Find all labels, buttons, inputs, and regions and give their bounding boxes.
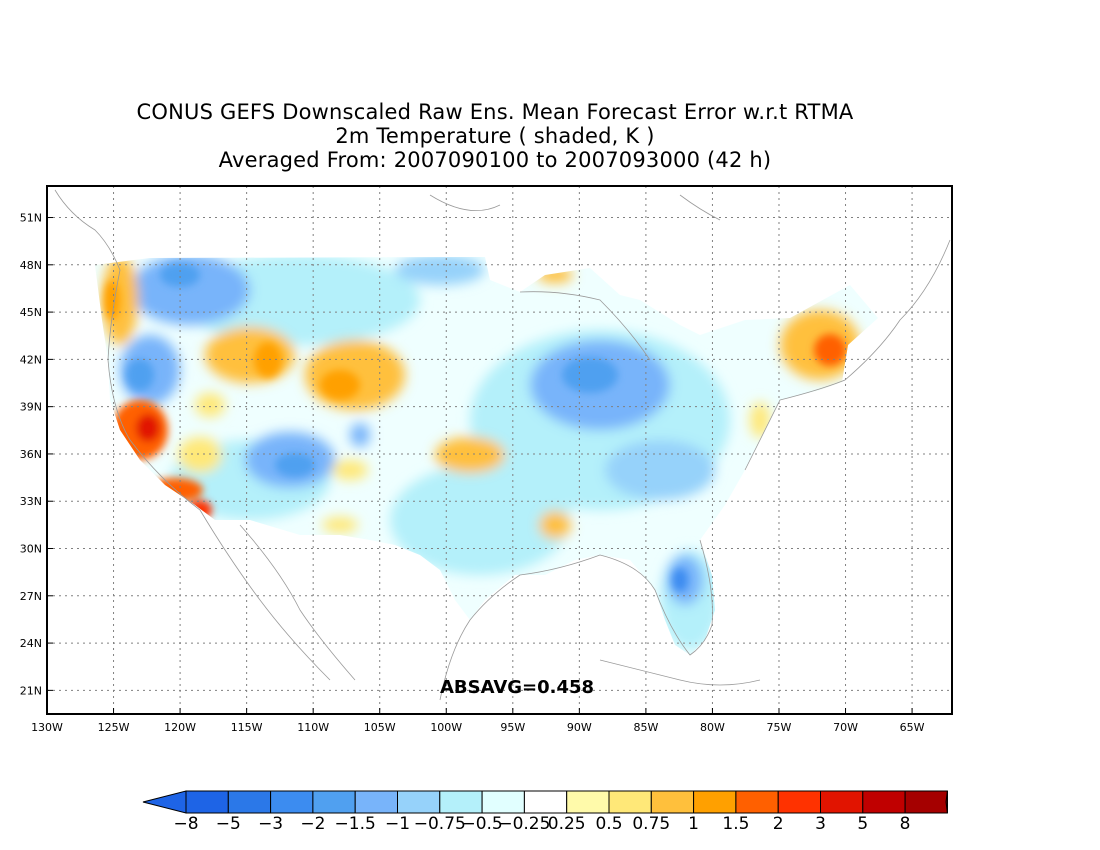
colorbar-swatch xyxy=(904,790,948,814)
x-axis: 130W 125W 120W 115W 110W 105W 100W 95W 90W 85W 80W… xyxy=(31,708,925,734)
x-tick-label: 70W xyxy=(833,721,858,734)
x-tick-label: 125W xyxy=(98,721,130,734)
y-tick-label: 33N xyxy=(20,495,42,508)
title-line-2: 2m Temperature ( shaded, K ) xyxy=(335,124,655,148)
colorbar-swatch xyxy=(227,790,272,814)
y-tick-label: 27N xyxy=(20,590,42,603)
x-tick-label: 80W xyxy=(700,721,725,734)
colorbar-swatch xyxy=(650,790,695,814)
colorbar-label: 5 xyxy=(857,814,868,834)
colorbar-swatch xyxy=(608,790,652,814)
colorbar-label: −0.5 xyxy=(461,814,502,834)
colorbar-label: 0.75 xyxy=(632,814,670,834)
colorbar-swatch xyxy=(862,790,906,814)
colorbar-label: 3 xyxy=(815,814,826,834)
colorbar-swatch xyxy=(523,790,568,814)
grid-lines xyxy=(47,186,952,714)
colorbar-swatch xyxy=(820,790,864,814)
x-tick-label: 120W xyxy=(164,721,196,734)
colorbar-label: −5 xyxy=(216,814,241,834)
title-line-1: CONUS GEFS Downscaled Raw Ens. Mean Fore… xyxy=(136,100,854,124)
chart-title: CONUS GEFS Downscaled Raw Ens. Mean Fore… xyxy=(0,100,990,172)
colorbar-label: 0.25 xyxy=(548,814,586,834)
colorbar-label: −3 xyxy=(258,814,283,834)
colorbar: −8 −5 −3 −2 −1.5 −1 −0.75−0.5−0.250.25 0.5 0.75 1… xyxy=(142,790,948,834)
colorbar-swatch xyxy=(397,790,441,814)
colorbar-swatch xyxy=(777,790,822,814)
x-tick-label: 110W xyxy=(297,721,329,734)
x-tick-label: 100W xyxy=(430,721,462,734)
colorbar-swatch xyxy=(354,790,399,814)
y-tick-label: 21N xyxy=(20,684,42,697)
x-tick-label: 115W xyxy=(231,721,263,734)
y-axis: 51N 48N 45N 42N 39N 36N 33N 30N 27N 24N 21N xyxy=(20,212,53,697)
colorbar-label: −1.5 xyxy=(335,814,376,834)
x-tick-label: 130W xyxy=(31,721,63,734)
y-tick-label: 36N xyxy=(20,448,42,461)
x-tick-label: 90W xyxy=(567,721,592,734)
coastlines xyxy=(54,189,951,701)
y-tick-label: 45N xyxy=(20,306,42,319)
y-tick-label: 30N xyxy=(20,543,42,556)
colorbar-swatch xyxy=(185,790,229,814)
y-tick-label: 39N xyxy=(20,401,42,414)
x-tick-label: 75W xyxy=(767,721,792,734)
colorbar-swatch xyxy=(270,790,314,814)
colorbar-label: 1 xyxy=(688,814,699,834)
x-tick-label: 85W xyxy=(633,721,658,734)
plot-frame xyxy=(46,185,953,715)
colorbar-label: −1 xyxy=(385,814,410,834)
colorbar-swatch xyxy=(312,790,356,814)
colorbar-label: 0.5 xyxy=(595,814,622,834)
colorbar-arrow-high xyxy=(945,790,948,814)
colorbar-label: −0.25 xyxy=(498,814,550,834)
x-tick-label: 95W xyxy=(500,721,525,734)
colorbar-swatch xyxy=(439,790,483,814)
colorbar-label: −8 xyxy=(173,814,198,834)
y-tick-label: 42N xyxy=(20,353,42,366)
y-tick-label: 48N xyxy=(20,259,42,272)
title-line-3: Averaged From: 2007090100 to 2007093000 … xyxy=(218,148,772,172)
absavg-annotation: ABSAVG=0.458 xyxy=(440,677,594,698)
colorbar-label: 1.5 xyxy=(722,814,749,834)
colorbar-label: −2 xyxy=(300,814,325,834)
colorbar-swatch xyxy=(735,790,779,814)
colorbar-arrow-low xyxy=(142,790,187,814)
colorbar-swatch xyxy=(481,790,525,814)
colorbar-label: 2 xyxy=(773,814,784,834)
y-tick-label: 24N xyxy=(20,637,42,650)
colorbar-label: 8 xyxy=(900,814,911,834)
colorbar-swatch xyxy=(693,790,737,814)
colorbar-swatch xyxy=(566,790,610,814)
colorbar-label: −0.75 xyxy=(414,814,466,834)
y-tick-label: 51N xyxy=(20,212,42,225)
x-tick-label: 65W xyxy=(900,721,925,734)
x-tick-label: 105W xyxy=(364,721,396,734)
